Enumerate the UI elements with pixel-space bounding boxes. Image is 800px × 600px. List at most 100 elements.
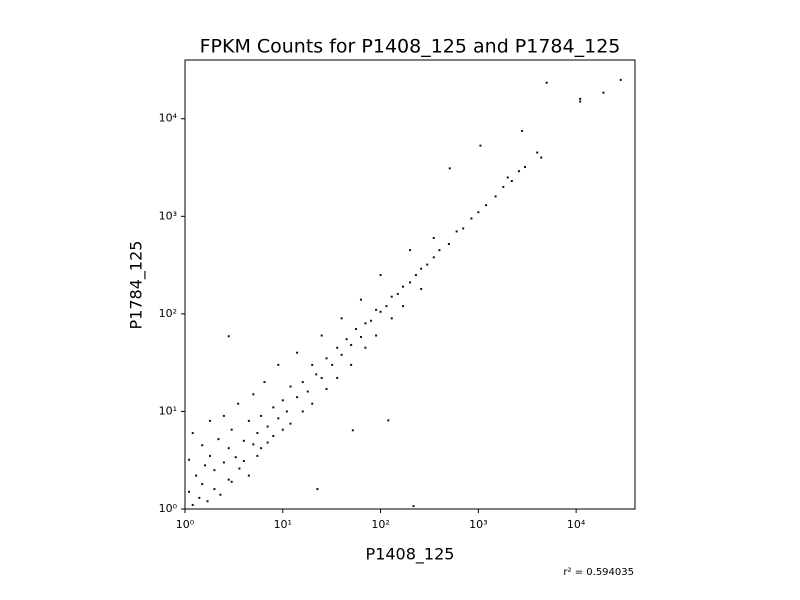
point [390,295,393,298]
point [351,429,354,432]
point [350,343,353,346]
point [402,285,405,288]
point [285,410,288,413]
point [222,414,225,417]
point [316,488,319,491]
point [364,322,367,325]
point [247,474,250,477]
point [540,156,543,159]
point [379,274,382,277]
point [256,454,259,457]
point [301,410,304,413]
point [325,357,328,360]
point [409,249,411,252]
point [234,456,237,459]
point [296,351,299,354]
point [320,334,323,337]
point [242,439,245,442]
point [438,249,441,252]
point [524,166,527,169]
point [485,204,488,207]
point [375,308,378,311]
point [311,363,314,366]
point [336,377,339,380]
point [375,334,378,337]
point [390,317,393,320]
point [325,387,328,390]
point [477,211,480,214]
point [320,377,323,380]
point [301,381,304,384]
y-axis-label: P1784_125 [127,241,147,330]
point [412,505,415,508]
point [579,100,582,103]
chart-title: FPKM Counts for P1408_125 and P1784_125 [200,36,621,58]
point [238,467,241,470]
point [420,287,423,290]
point [188,458,191,461]
point [510,180,513,183]
point [260,414,263,417]
point [260,447,263,450]
point [272,406,275,409]
point [311,402,314,405]
point [217,438,220,441]
point [502,185,505,188]
point [263,381,266,384]
point [191,432,194,435]
point [470,217,473,220]
point [354,327,357,330]
point [359,298,362,301]
point [191,503,194,506]
point [331,363,334,366]
point [222,461,225,464]
point [619,78,622,81]
point [230,428,233,431]
point [536,151,539,154]
point [387,419,390,422]
point [242,460,245,463]
point [277,363,280,366]
point [385,305,388,308]
point [602,91,605,94]
point [198,496,201,499]
point [420,267,423,270]
point [455,230,458,233]
point [227,478,230,481]
point [281,428,284,431]
point [426,263,429,266]
point [208,419,211,422]
point [213,469,216,472]
point [272,435,275,438]
point [266,425,269,428]
point [227,447,230,450]
y-tick-label: 10³ [159,209,177,222]
point [350,363,353,366]
point [230,480,233,483]
point [340,353,343,356]
point [379,310,382,313]
point [506,176,509,179]
point [448,167,451,170]
point [227,335,230,338]
point [364,346,367,349]
point [306,390,309,393]
point [432,236,435,239]
point [201,444,204,447]
point [252,443,255,446]
point [545,81,548,84]
point [203,464,206,467]
point [277,417,280,420]
point [340,317,343,320]
x-tick-label: 10² [371,518,389,531]
point [370,319,373,322]
point [396,292,399,295]
point [521,129,524,132]
point [195,474,198,477]
point [281,399,284,402]
point [188,490,191,493]
x-tick-label: 10³ [469,518,487,531]
point [409,281,411,284]
point [579,97,582,100]
